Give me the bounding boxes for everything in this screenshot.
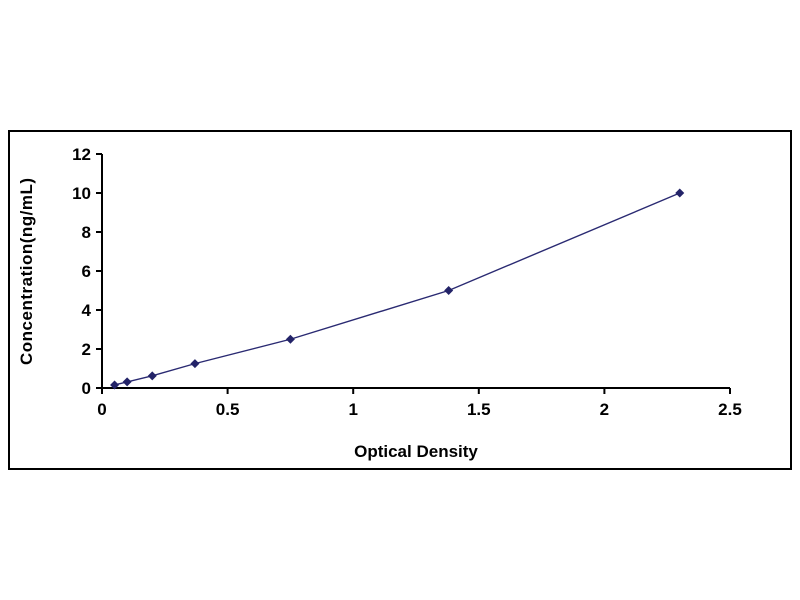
- x-tick-label: 1.5: [467, 400, 491, 419]
- x-tick-label: 1: [348, 400, 357, 419]
- x-tick-label: 2: [600, 400, 609, 419]
- standard-curve-chart: 0 0.5 1 1.5 2 2.5 0 2 4 6 8 10 12: [72, 145, 742, 419]
- y-tick-label: 8: [82, 223, 91, 242]
- y-tick-label: 2: [82, 340, 91, 359]
- data-point-marker: [190, 359, 200, 369]
- chart-panel: 0 0.5 1 1.5 2 2.5 0 2 4 6 8 10 12 Concentration(ng/m…: [8, 130, 792, 470]
- data-point-marker: [675, 188, 685, 198]
- data-point-marker: [444, 286, 454, 295]
- series-line: [114, 192, 681, 386]
- y-tick-label: 0: [82, 379, 91, 398]
- y-tick-label: 4: [82, 301, 92, 320]
- x-tick-label: 0.5: [216, 400, 240, 419]
- data-point-marker: [110, 380, 120, 390]
- y-tick-label: 10: [72, 184, 91, 203]
- x-axis-label: Optical Density: [354, 442, 478, 461]
- data-point-marker: [147, 371, 157, 381]
- y-axis-label: Concentration(ng/mL): [17, 177, 36, 365]
- data-point-marker: [122, 377, 132, 387]
- x-tick-label: 0: [97, 400, 106, 419]
- data-point-marker: [285, 334, 295, 344]
- y-tick-label: 6: [82, 262, 91, 281]
- x-tick-label: 2.5: [718, 400, 742, 419]
- y-tick-label: 12: [72, 145, 91, 164]
